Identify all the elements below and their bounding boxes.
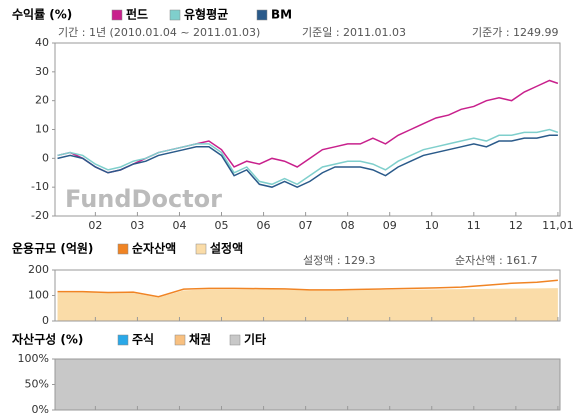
y-tick-label: 200 [28,263,49,276]
y-tick-label: -20 [31,209,49,222]
x-tick-label: 05 [215,219,229,232]
x-tick-label: 02 [88,219,102,232]
area [57,288,558,321]
y-tick-label: 100% [18,352,49,365]
legend-swatch [256,9,268,21]
panel-title: 수익률 (%) [12,8,72,22]
y-tick-label: 10 [35,123,49,136]
x-tick-label: 06 [257,219,271,232]
legend-label: 유형평균 [184,7,228,22]
legend-swatch [117,243,129,255]
y-tick-label: 50% [25,378,49,391]
legend-label: 기타 [244,332,266,347]
annotation: 설정액 : 129.3 [303,254,376,267]
x-tick-label: 12 [509,219,523,232]
legend-swatch [111,9,123,21]
series-line [57,128,559,186]
y-tick-label: -10 [31,180,49,193]
legend-swatch [117,334,129,346]
legend-label: 펀드 [126,7,148,22]
x-tick-label: 11,01 [542,219,574,232]
y-tick-label: 20 [35,94,49,107]
y-tick-label: 0 [42,314,49,327]
annotation: 기간 : 1년 (2010.01.04 ~ 2011.01.03) [58,26,260,39]
x-tick-label: 10 [425,219,439,232]
legend-label: 채권 [189,332,211,347]
legend-label: 순자산액 [132,241,176,256]
annotation: 기준일 : 2011.01.03 [302,25,406,39]
legend-label: BM [271,8,292,22]
legend-label: 주식 [132,332,154,347]
x-tick-label: 11 [467,219,481,232]
legend-swatch [174,334,186,346]
annotation: 기준가 : 1249.99 [472,26,559,39]
legend-label: 설정액 [210,241,243,256]
x-tick-label: 04 [172,219,186,232]
y-tick-label: 100 [28,289,49,302]
y-tick-label: 40 [35,36,49,49]
series-line [57,279,558,298]
watermark: FundDoctor [65,185,222,213]
x-tick-label: 03 [130,219,144,232]
series-line [57,134,558,188]
y-tick-label: 30 [35,65,49,78]
legend-swatch [229,334,241,346]
legend-swatch [169,9,181,21]
panel-title: 자산구성 (%) [12,332,83,347]
x-tick-label: 08 [341,219,355,232]
plot-area [55,43,560,216]
x-tick-label: 09 [383,219,397,232]
x-tick-label: 07 [299,219,313,232]
y-tick-label: 0 [42,151,49,164]
y-tick-label: 0% [32,403,49,416]
annotation: 순자산액 : 161.7 [455,254,538,267]
series-line [57,79,559,174]
area [55,359,560,410]
legend-swatch [195,243,207,255]
panel-title: 운용규모 (억원) [12,241,93,256]
